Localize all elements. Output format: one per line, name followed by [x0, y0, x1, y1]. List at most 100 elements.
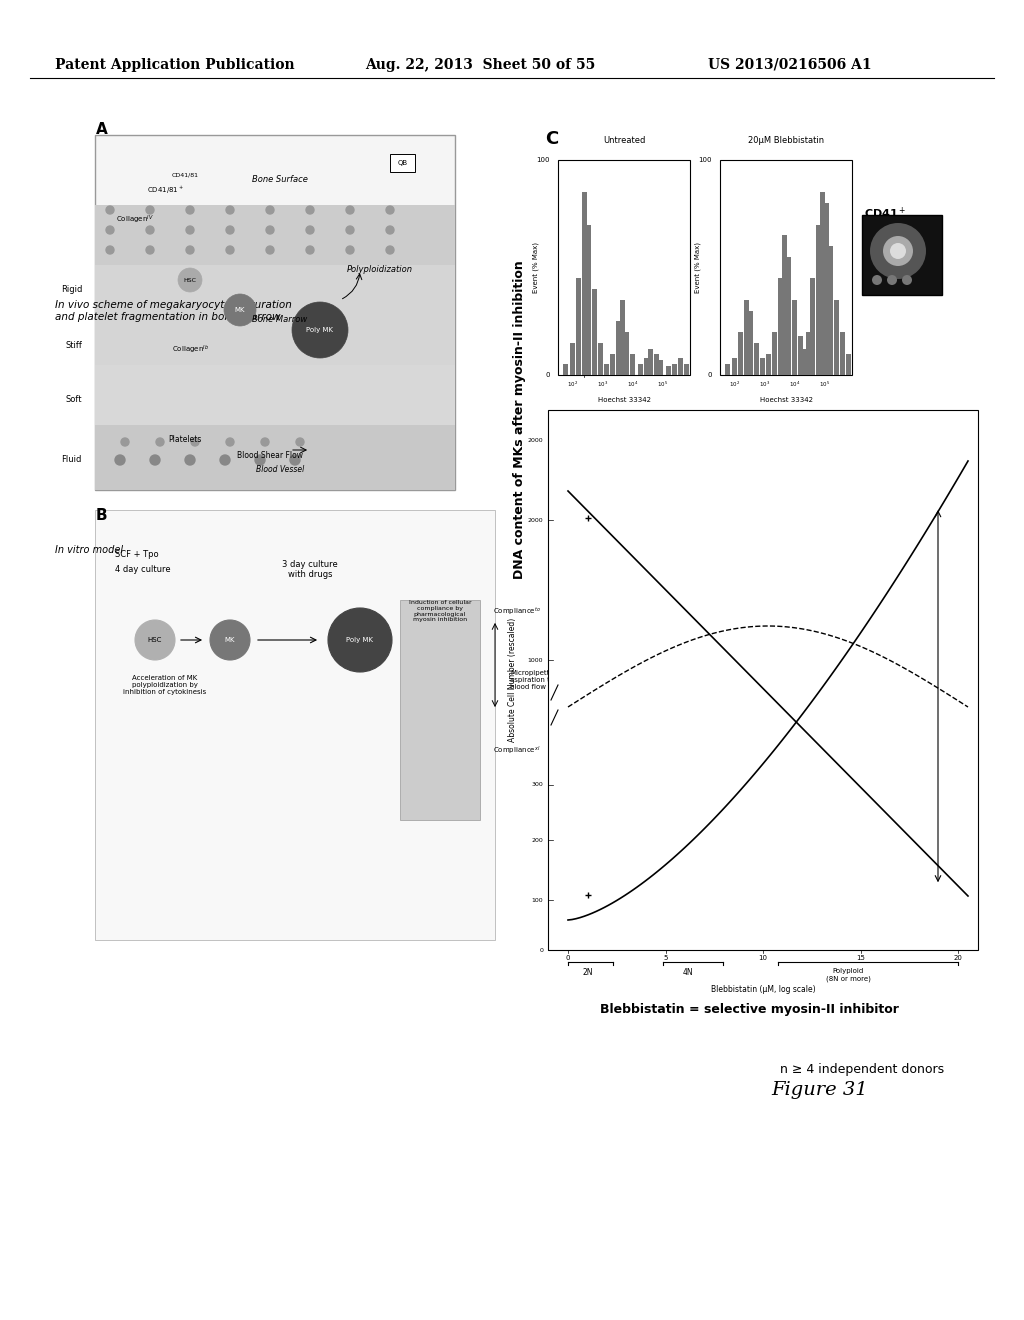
Text: 4N: 4N — [713, 597, 723, 602]
Circle shape — [261, 438, 269, 446]
Circle shape — [870, 223, 926, 279]
Bar — [792, 300, 797, 375]
Text: Collagen$^{IV}$: Collagen$^{IV}$ — [116, 214, 154, 226]
Text: 2N: 2N — [583, 968, 593, 977]
Text: 300: 300 — [531, 783, 543, 788]
Text: In vivo scheme of megakaryocyte maturation
and platelet fragmentation in bone ma: In vivo scheme of megakaryocyte maturati… — [55, 300, 292, 322]
Bar — [798, 337, 803, 375]
Text: 3 day culture
with drugs: 3 day culture with drugs — [283, 560, 338, 579]
Circle shape — [887, 275, 897, 285]
Circle shape — [146, 246, 154, 253]
Text: 2000: 2000 — [527, 437, 543, 442]
Text: 0: 0 — [565, 954, 570, 961]
Circle shape — [292, 302, 348, 358]
Circle shape — [346, 226, 354, 234]
Circle shape — [902, 275, 912, 285]
Text: 2n: 2n — [741, 279, 751, 284]
Bar — [638, 364, 643, 375]
Circle shape — [890, 243, 906, 259]
Bar — [802, 350, 807, 375]
Bar — [604, 364, 609, 375]
Bar — [778, 279, 783, 375]
Bar — [563, 364, 568, 375]
Text: 8n: 8n — [645, 300, 654, 306]
Bar — [95, 265, 455, 315]
Text: Collagen$^{Ib}$: Collagen$^{Ib}$ — [172, 343, 209, 356]
Circle shape — [178, 268, 202, 292]
Text: 4 day culture: 4 day culture — [115, 565, 171, 574]
Bar — [95, 265, 455, 366]
Text: 20: 20 — [953, 954, 963, 961]
Text: Polyploid
(8N or more): Polyploid (8N or more) — [868, 673, 912, 686]
Text: $10^3$: $10^3$ — [597, 380, 608, 389]
Text: 15: 15 — [856, 954, 865, 961]
Bar — [725, 364, 730, 375]
Text: Bone Marrow: Bone Marrow — [252, 315, 307, 325]
Text: Event (% Max): Event (% Max) — [694, 242, 701, 293]
Circle shape — [328, 609, 392, 672]
Text: Blood Vessel: Blood Vessel — [256, 466, 304, 474]
Circle shape — [146, 206, 154, 214]
Circle shape — [121, 438, 129, 446]
Text: A: A — [96, 121, 108, 137]
Text: Stiff: Stiff — [66, 341, 82, 350]
Text: 5: 5 — [664, 954, 668, 961]
Text: Polyploidization: Polyploidization — [347, 265, 413, 275]
Text: $10^3$: $10^3$ — [760, 380, 771, 389]
Text: MK: MK — [234, 308, 246, 313]
Bar — [586, 224, 591, 375]
Text: 200: 200 — [531, 837, 543, 842]
Circle shape — [106, 206, 114, 214]
Circle shape — [386, 226, 394, 234]
Bar — [620, 300, 625, 375]
Circle shape — [255, 455, 265, 465]
Text: Rigid: Rigid — [60, 285, 82, 294]
Bar — [95, 510, 495, 940]
Text: $10^5$: $10^5$ — [657, 380, 669, 389]
Text: Poly MK: Poly MK — [306, 327, 334, 333]
Bar — [666, 367, 671, 375]
Bar — [400, 601, 480, 820]
Circle shape — [106, 226, 114, 234]
Circle shape — [266, 206, 274, 214]
Bar — [95, 315, 455, 366]
Bar — [95, 135, 455, 490]
Text: Polyploid
(8N or more): Polyploid (8N or more) — [825, 968, 870, 982]
Bar — [598, 343, 603, 375]
Bar — [678, 358, 683, 375]
Text: Patent Application Publication: Patent Application Publication — [55, 58, 295, 73]
Text: 3~10 fold
increase: 3~10 fold increase — [879, 689, 913, 702]
Text: Poly MK: Poly MK — [346, 638, 374, 643]
Bar — [95, 436, 455, 490]
Bar — [748, 310, 753, 375]
Text: MK: MK — [224, 638, 236, 643]
Circle shape — [226, 246, 234, 253]
Text: 4n: 4n — [777, 214, 786, 219]
Text: 100: 100 — [698, 157, 712, 162]
Bar — [738, 333, 743, 375]
Text: 8n: 8n — [815, 177, 824, 183]
Bar — [610, 354, 615, 375]
Bar — [390, 154, 415, 172]
Text: QB: QB — [398, 160, 408, 166]
Bar — [820, 193, 825, 375]
Text: 2N: 2N — [568, 461, 578, 467]
Bar — [828, 246, 833, 375]
Text: Fluid: Fluid — [61, 455, 82, 465]
Bar — [754, 343, 759, 375]
Text: Aug. 22, 2013  Sheet 50 of 55: Aug. 22, 2013 Sheet 50 of 55 — [365, 58, 595, 73]
Text: $10^2$: $10^2$ — [567, 380, 579, 389]
Circle shape — [185, 455, 195, 465]
Bar — [672, 364, 677, 375]
Circle shape — [872, 275, 882, 285]
Text: C: C — [545, 129, 558, 148]
Circle shape — [883, 236, 913, 267]
Circle shape — [220, 455, 230, 465]
Bar — [806, 333, 811, 375]
Text: Absolute Cell Number (rescaled): Absolute Cell Number (rescaled) — [509, 618, 517, 742]
Circle shape — [224, 294, 256, 326]
Bar — [648, 350, 653, 375]
Bar — [558, 160, 690, 375]
Bar — [684, 364, 689, 375]
Circle shape — [386, 246, 394, 253]
